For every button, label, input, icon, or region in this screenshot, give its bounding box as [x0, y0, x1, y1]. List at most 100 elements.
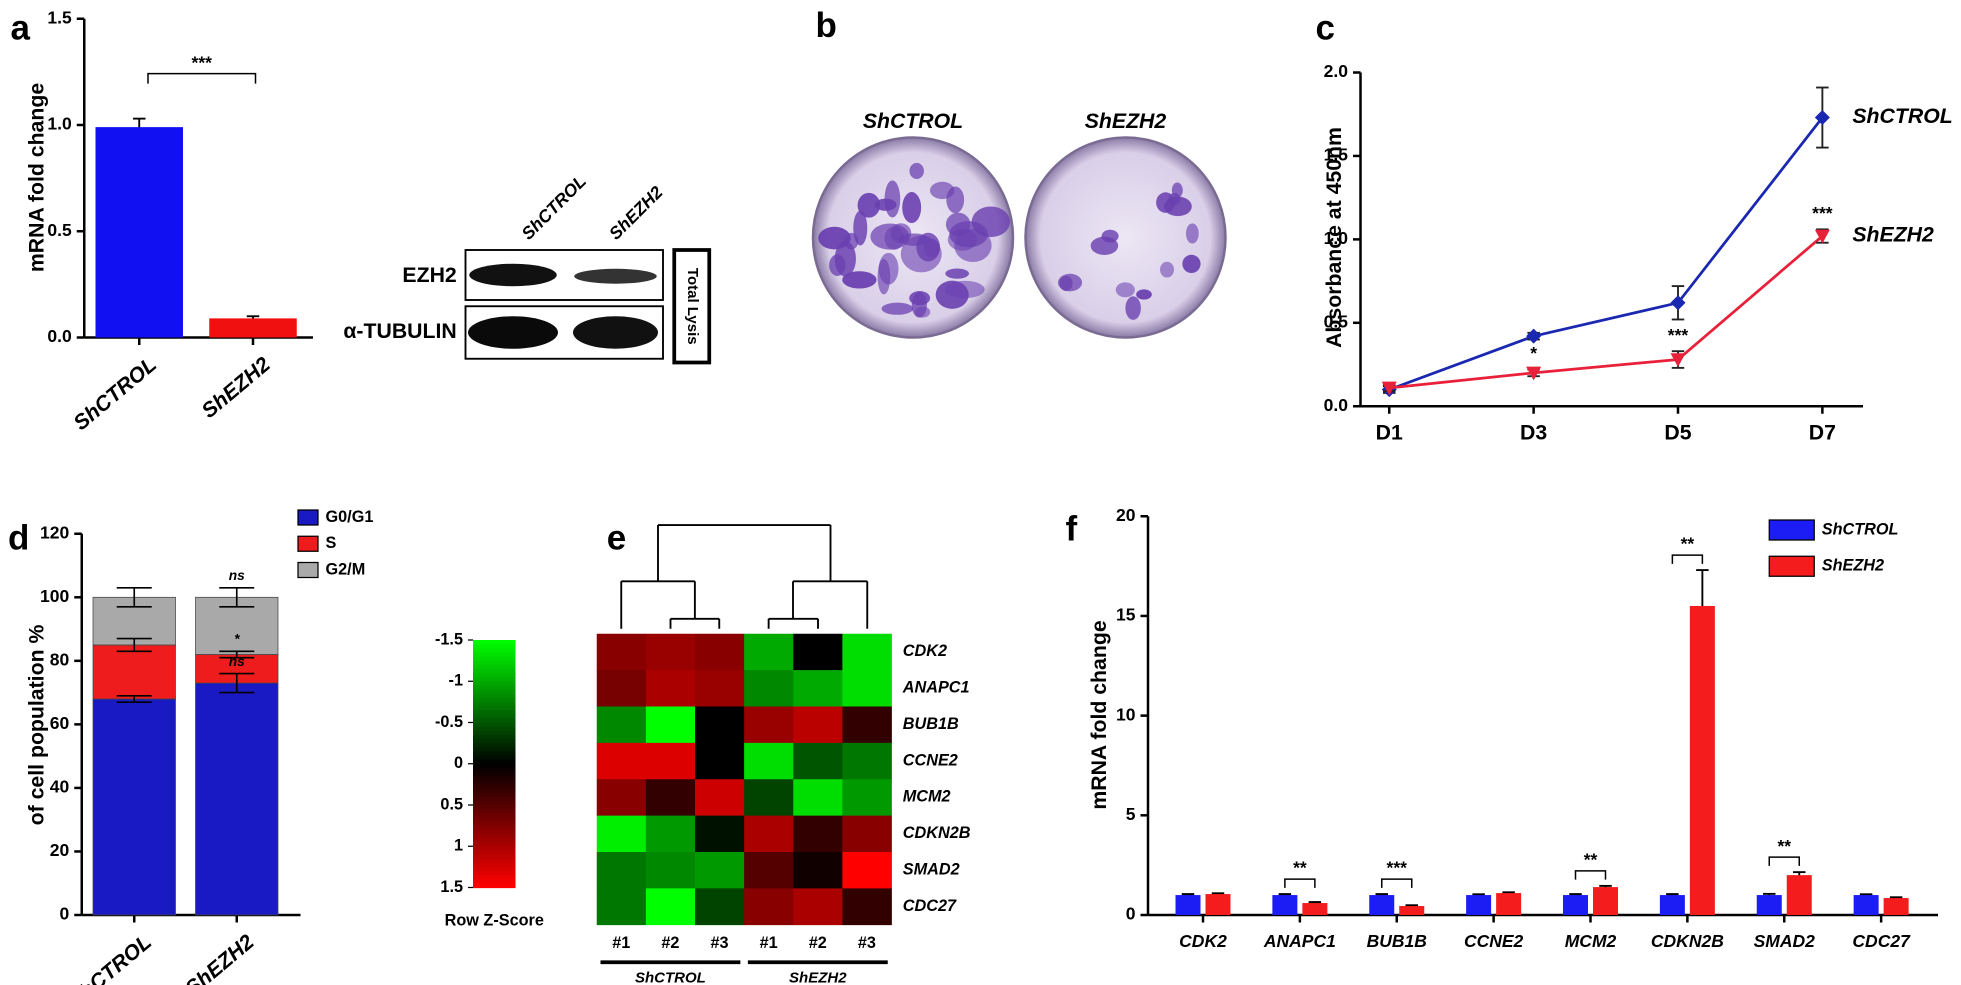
legend-label: S — [326, 534, 337, 552]
x-tick-label: ANAPC1 — [1263, 931, 1336, 951]
legend-swatch — [297, 509, 319, 526]
heatmap-cell — [842, 706, 892, 744]
band — [573, 316, 658, 349]
x-tick-label: CDKN2B — [1651, 931, 1724, 951]
band — [468, 316, 558, 349]
heatmap-cell — [596, 633, 647, 671]
y-tick-label: 5 — [1126, 804, 1136, 824]
colony — [853, 210, 868, 246]
colorbar-cell — [473, 871, 516, 876]
significance: * — [234, 632, 240, 647]
heatmap-cell — [596, 670, 647, 707]
bar — [1466, 895, 1492, 915]
significance: *** — [1812, 203, 1833, 223]
colorbar-cell — [473, 726, 516, 732]
bar — [1399, 906, 1425, 915]
colorbar-cell — [473, 883, 516, 889]
colorbar-cell — [473, 825, 516, 831]
colorbar-cell — [473, 850, 516, 856]
dendrogram — [620, 524, 869, 629]
series-line — [1389, 234, 1824, 390]
heatmap-cell — [645, 706, 696, 744]
legend-label: ShCTROL — [1822, 520, 1899, 538]
heatmap-cell — [744, 742, 794, 780]
colorbar-cell — [473, 813, 516, 818]
colorbar-cell — [473, 718, 516, 724]
series-label: ShEZH2 — [1852, 223, 1934, 247]
heatmap-cell — [842, 670, 892, 707]
colorbar-cell — [473, 747, 516, 752]
colorbar-cell — [473, 866, 516, 872]
legend-swatch — [297, 561, 319, 579]
colony — [923, 239, 940, 258]
heatmap-cell — [793, 815, 843, 853]
colony — [909, 291, 931, 306]
panel-letter: a — [11, 8, 31, 47]
series-label: ShCTROL — [1852, 104, 1952, 128]
heatmap-cell — [842, 742, 892, 780]
colony — [834, 241, 856, 277]
marker — [1381, 381, 1397, 396]
colony — [842, 271, 877, 289]
colorbar-cell — [473, 701, 516, 707]
panel-letter: e — [607, 518, 626, 557]
y-tick-label: 2.0 — [1324, 61, 1349, 81]
y-axis-label: mRNA fold change — [25, 83, 49, 272]
colony — [1168, 192, 1181, 206]
heatmap-cell — [793, 888, 843, 926]
marker — [1814, 229, 1830, 244]
significance: * — [1530, 343, 1537, 363]
x-tick-label: ShEZH2 — [181, 930, 259, 985]
bar — [1302, 903, 1328, 915]
heatmap-cell — [744, 706, 794, 744]
colorbar-cell — [473, 846, 516, 851]
colorbar-cell — [473, 734, 516, 740]
colorbar-cell — [473, 693, 516, 699]
plate-label: ShEZH2 — [1085, 109, 1167, 133]
colorbar-tick-label: -0.5 — [435, 713, 463, 731]
row-label: MCM2 — [903, 788, 951, 806]
lane-label: ShEZH2 — [605, 182, 667, 244]
colorbar-cell — [473, 681, 516, 686]
colony — [929, 181, 955, 200]
colony — [874, 198, 897, 211]
colorbar-tick-label: 1 — [454, 837, 463, 855]
colony — [1115, 282, 1135, 298]
colorbar-label: Row Z-Score — [445, 912, 544, 930]
western-blot: ShCTROL ShEZH2 EZH2 α-TUBULIN Total Lysi… — [343, 171, 712, 365]
significance: ** — [1293, 858, 1307, 878]
bar — [209, 318, 297, 338]
x-tick-label: D3 — [1520, 420, 1547, 444]
colony — [818, 226, 851, 250]
bar — [1563, 895, 1588, 915]
x-tick-label: ShCTROL — [69, 352, 161, 435]
y-tick-label: 0 — [1126, 904, 1136, 924]
colony — [1160, 261, 1175, 278]
colony-plates: b ShCTROL ShEZH2 — [811, 6, 1227, 339]
y-tick-label: 0 — [60, 904, 70, 924]
colorbar-tick-label: 0 — [454, 754, 463, 772]
heatmap-cell — [744, 888, 794, 926]
colony — [902, 192, 922, 224]
colony — [945, 268, 970, 279]
y-tick-label: 1.5 — [47, 7, 72, 27]
bar-segment — [92, 644, 176, 700]
colony — [1059, 275, 1073, 292]
colorbar-cell — [473, 858, 516, 864]
y-tick-label: 0.0 — [1324, 395, 1349, 415]
y-tick-label: 1.0 — [47, 114, 72, 134]
colorbar-tick-label: 0.5 — [440, 795, 463, 813]
colorbar-cell — [473, 697, 516, 703]
colony — [1125, 296, 1141, 320]
x-tick-label: CDC27 — [1852, 931, 1911, 951]
row-label: CDKN2B — [903, 824, 971, 842]
heatmap-cell — [793, 633, 843, 671]
x-tick-label: ShEZH2 — [197, 352, 275, 423]
colorbar-cell — [473, 838, 516, 843]
colorbar-cell — [473, 809, 516, 814]
row-label: CCNE2 — [903, 751, 958, 769]
series-line — [1388, 116, 1824, 391]
legend-swatch — [1768, 555, 1815, 577]
significance: *** — [1387, 858, 1408, 878]
heatmap-cell — [744, 815, 794, 853]
